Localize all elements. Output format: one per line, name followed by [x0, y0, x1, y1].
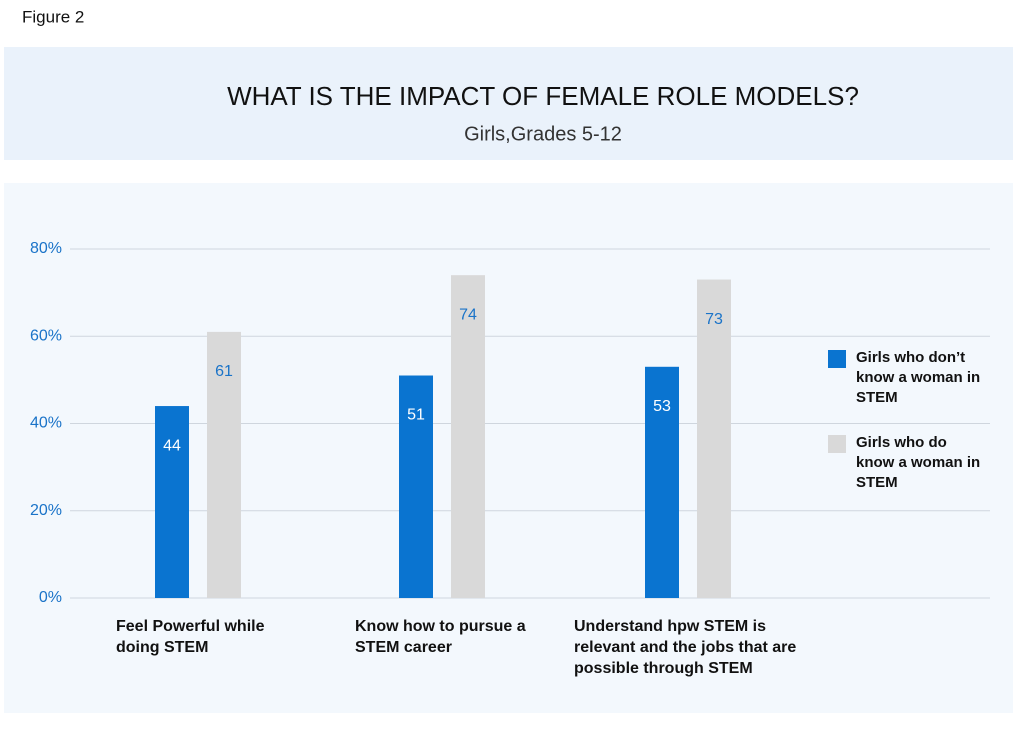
bar	[207, 331, 241, 598]
data-label: 51	[407, 407, 425, 424]
data-label: 73	[705, 311, 723, 328]
data-label: 44	[163, 437, 181, 454]
figure-label: Figure 2	[22, 7, 84, 26]
data-label: 61	[215, 363, 233, 380]
data-label: 74	[459, 306, 477, 323]
x-tick-label: Know how to pursue a STEM career	[355, 618, 526, 656]
x-tick-label: Understand hpw STEM is relevant and the …	[574, 618, 797, 677]
legend-swatch	[828, 350, 846, 368]
legend-swatch	[828, 435, 846, 453]
legend-label: Girls who do know a woman in STEM	[856, 434, 981, 491]
bar	[399, 375, 433, 598]
bar	[451, 275, 485, 598]
legend-label: Girls who don’t know a woman in STEM	[856, 349, 981, 406]
y-tick-label: 60%	[30, 327, 62, 344]
y-tick-label: 20%	[30, 502, 62, 519]
y-tick-label: 80%	[30, 240, 62, 257]
y-tick-label: 0%	[39, 589, 62, 606]
chart-subtitle: Girls,Grades 5-12	[464, 123, 622, 145]
bar	[645, 366, 679, 598]
data-label: 53	[653, 398, 671, 415]
y-tick-label: 40%	[30, 415, 62, 432]
bar	[697, 279, 731, 598]
x-tick-label: Feel Powerful while doing STEM	[116, 618, 265, 656]
header-panel	[4, 47, 1013, 160]
chart-title: WHAT IS THE IMPACT OF FEMALE ROLE MODELS…	[227, 81, 859, 111]
bar	[155, 406, 189, 598]
